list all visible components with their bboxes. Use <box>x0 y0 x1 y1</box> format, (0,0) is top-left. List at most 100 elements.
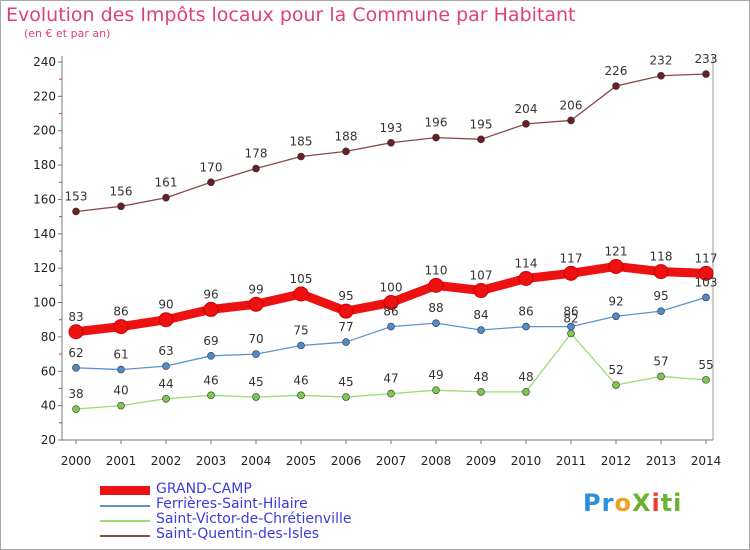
data-label: 84 <box>473 308 488 322</box>
x-tick-label: 2007 <box>376 454 407 468</box>
data-label: 45 <box>248 375 263 389</box>
data-label: 156 <box>110 184 133 198</box>
data-label: 226 <box>605 64 628 78</box>
data-point <box>342 147 350 156</box>
data-point <box>432 133 440 142</box>
x-tick-label: 2012 <box>601 454 632 468</box>
data-point <box>297 391 305 400</box>
data-point <box>518 270 534 286</box>
y-tick-label: 160 <box>33 192 56 206</box>
data-point <box>432 319 440 327</box>
data-label: 82 <box>563 311 578 325</box>
data-label: 38 <box>68 387 83 401</box>
data-point <box>477 135 485 144</box>
y-tick-label: 120 <box>33 261 56 275</box>
y-tick-label: 140 <box>33 227 56 241</box>
x-tick-label: 2011 <box>556 454 587 468</box>
data-label: 46 <box>203 373 218 387</box>
data-label: 233 <box>695 52 718 66</box>
data-point <box>522 388 530 396</box>
x-tick-label: 2000 <box>61 454 92 468</box>
data-point <box>567 322 575 331</box>
data-label: 86 <box>518 305 533 319</box>
data-point <box>72 364 80 372</box>
data-label: 99 <box>248 282 263 296</box>
data-label: 100 <box>380 281 403 295</box>
data-point <box>117 401 125 410</box>
data-label: 114 <box>515 256 538 270</box>
data-label: 61 <box>113 348 128 362</box>
data-point <box>387 322 395 331</box>
data-label: 63 <box>158 344 173 358</box>
data-label: 83 <box>68 310 83 324</box>
data-point <box>702 70 710 78</box>
y-tick-label: 80 <box>41 330 56 344</box>
data-label: 178 <box>245 147 268 161</box>
data-point <box>567 116 575 125</box>
data-point <box>162 394 170 403</box>
data-label: 45 <box>338 375 353 389</box>
data-point <box>207 352 215 360</box>
data-point <box>342 338 350 346</box>
data-point <box>113 319 129 335</box>
data-label: 204 <box>515 102 538 116</box>
data-point <box>432 386 440 394</box>
legend-swatch <box>100 520 150 522</box>
data-label: 44 <box>158 377 173 391</box>
data-label: 57 <box>653 354 668 368</box>
data-label: 110 <box>425 263 448 277</box>
data-point <box>252 393 260 401</box>
x-tick-label: 2013 <box>646 454 677 468</box>
data-label: 206 <box>560 98 583 112</box>
y-tick-label: 200 <box>33 124 56 138</box>
data-point <box>72 207 80 216</box>
data-label: 47 <box>383 372 398 386</box>
data-point <box>477 326 485 334</box>
legend-label: Saint-Quentin-des-Isles <box>156 526 320 542</box>
legend-label: Saint-Victor-de-Chrétienville <box>156 511 352 527</box>
data-label: 95 <box>338 289 353 303</box>
data-point <box>248 296 264 312</box>
data-point <box>387 138 395 147</box>
x-tick-label: 2004 <box>241 454 272 468</box>
data-label: 48 <box>473 370 488 384</box>
data-label: 193 <box>380 121 403 135</box>
data-label: 188 <box>335 129 358 143</box>
x-tick-label: 2014 <box>691 454 722 468</box>
data-point <box>563 265 579 281</box>
data-point <box>207 178 215 187</box>
data-label: 49 <box>428 368 443 382</box>
data-point <box>293 286 309 302</box>
data-point <box>653 264 669 280</box>
data-point <box>117 202 125 211</box>
data-point <box>657 372 665 381</box>
data-point <box>68 324 84 340</box>
data-label: 232 <box>650 54 673 68</box>
data-point <box>612 312 620 321</box>
x-tick-label: 2008 <box>421 454 452 468</box>
data-label: 90 <box>158 298 173 312</box>
data-label: 195 <box>470 117 493 131</box>
data-label: 153 <box>65 189 88 203</box>
data-point <box>428 277 444 293</box>
x-tick-label: 2003 <box>196 454 227 468</box>
data-label: 117 <box>560 251 583 265</box>
data-label: 48 <box>518 370 533 384</box>
chart-subtitle: (en € et par an) <box>24 27 111 40</box>
data-point <box>522 120 530 128</box>
data-point <box>297 152 305 161</box>
data-point <box>297 341 305 350</box>
data-label: 185 <box>290 135 313 149</box>
data-label: 95 <box>653 289 668 303</box>
data-label: 62 <box>68 346 83 360</box>
data-label: 96 <box>203 287 218 301</box>
y-tick-label: 60 <box>41 364 56 378</box>
data-label: 77 <box>338 320 353 334</box>
legend-swatch <box>100 505 150 507</box>
x-tick-label: 2006 <box>331 454 362 468</box>
data-label: 161 <box>155 176 178 190</box>
x-tick-label: 2009 <box>466 454 497 468</box>
data-point <box>612 82 620 90</box>
y-tick-label: 220 <box>33 89 56 103</box>
